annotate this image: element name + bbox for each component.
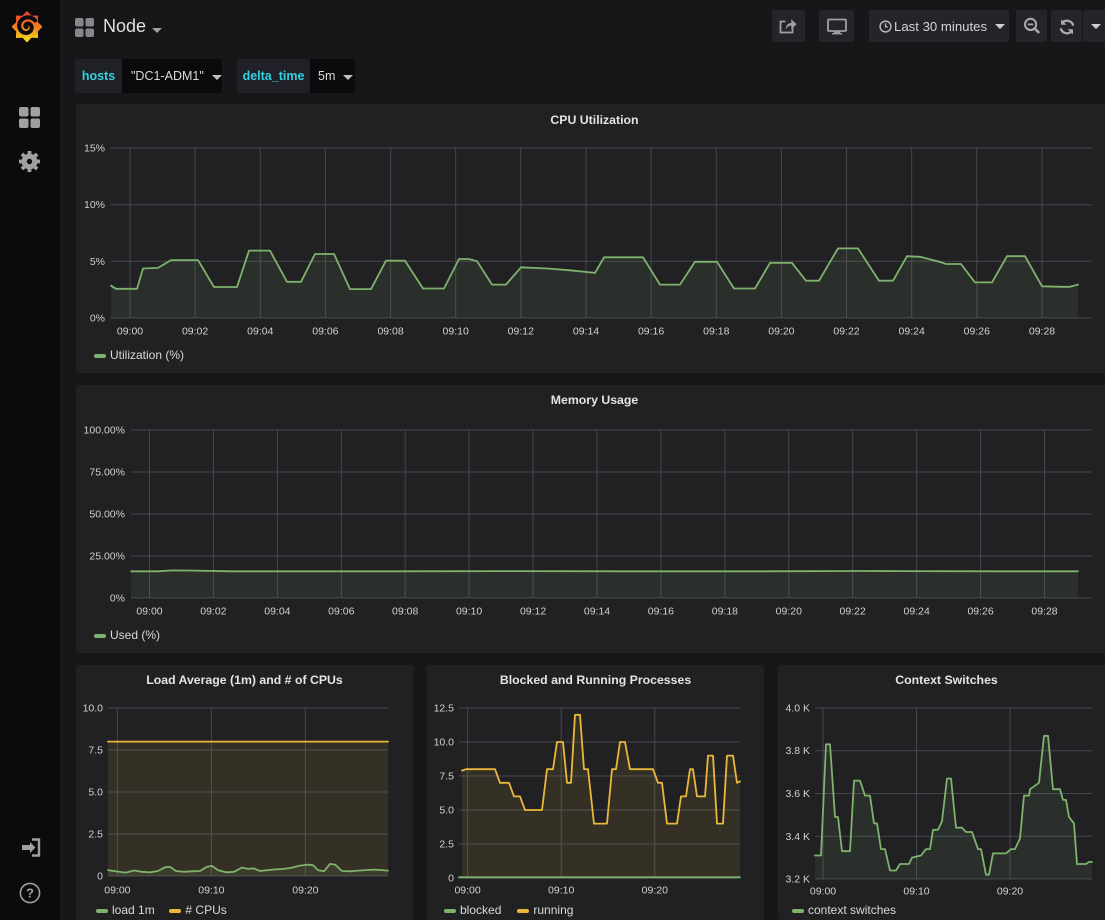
svg-text:09:20: 09:20 — [642, 885, 668, 897]
svg-text:09:22: 09:22 — [833, 326, 859, 338]
svg-text:25.00%: 25.00% — [89, 551, 125, 563]
svg-text:09:02: 09:02 — [200, 606, 226, 618]
svg-text:7.5: 7.5 — [88, 745, 103, 757]
svg-text:09:02: 09:02 — [182, 326, 208, 338]
svg-text:0%: 0% — [90, 313, 105, 325]
svg-text:09:26: 09:26 — [967, 606, 993, 618]
svg-text:5.0: 5.0 — [439, 805, 454, 817]
svg-text:09:20: 09:20 — [997, 886, 1023, 898]
svg-text:09:22: 09:22 — [840, 606, 866, 618]
svg-text:2.5: 2.5 — [439, 839, 454, 851]
svg-text:09:10: 09:10 — [443, 326, 469, 338]
svg-text:5%: 5% — [90, 256, 105, 268]
svg-text:09:12: 09:12 — [508, 326, 534, 338]
svg-text:4.0 K: 4.0 K — [785, 703, 810, 715]
svg-text:09:24: 09:24 — [899, 326, 925, 338]
svg-text:09:20: 09:20 — [776, 606, 802, 618]
svg-text:09:24: 09:24 — [904, 606, 930, 618]
svg-text:09:28: 09:28 — [1031, 606, 1057, 618]
svg-text:09:04: 09:04 — [264, 606, 290, 618]
svg-text:09:18: 09:18 — [703, 326, 729, 338]
svg-text:09:12: 09:12 — [520, 606, 546, 618]
svg-text:09:04: 09:04 — [247, 326, 273, 338]
svg-text:3.8 K: 3.8 K — [785, 745, 810, 757]
svg-text:09:18: 09:18 — [712, 606, 738, 618]
svg-text:10.0: 10.0 — [434, 737, 455, 749]
svg-text:3.4 K: 3.4 K — [785, 831, 810, 843]
svg-text:0%: 0% — [110, 593, 125, 605]
svg-text:100.00%: 100.00% — [84, 425, 125, 437]
svg-text:09:14: 09:14 — [584, 606, 610, 618]
svg-text:10%: 10% — [84, 199, 105, 211]
svg-text:09:00: 09:00 — [454, 885, 480, 897]
svg-text:09:10: 09:10 — [903, 886, 929, 898]
svg-text:5.0: 5.0 — [88, 787, 103, 799]
svg-text:09:10: 09:10 — [548, 885, 574, 897]
svg-text:09:08: 09:08 — [392, 606, 418, 618]
svg-text:2.5: 2.5 — [88, 829, 103, 841]
svg-text:09:16: 09:16 — [648, 606, 674, 618]
svg-text:09:00: 09:00 — [104, 885, 130, 897]
svg-text:15%: 15% — [84, 143, 105, 155]
svg-text:09:10: 09:10 — [456, 606, 482, 618]
svg-text:09:00: 09:00 — [136, 606, 162, 618]
svg-text:?: ? — [26, 886, 34, 901]
svg-text:09:16: 09:16 — [638, 326, 664, 338]
svg-text:09:00: 09:00 — [810, 886, 836, 898]
svg-text:09:08: 09:08 — [377, 326, 403, 338]
svg-text:09:00: 09:00 — [117, 326, 143, 338]
svg-text:09:20: 09:20 — [292, 885, 318, 897]
svg-text:0: 0 — [448, 873, 454, 885]
svg-text:09:26: 09:26 — [964, 326, 990, 338]
svg-text:3.6 K: 3.6 K — [785, 788, 810, 800]
svg-text:75.00%: 75.00% — [89, 467, 125, 479]
svg-text:09:28: 09:28 — [1029, 326, 1055, 338]
svg-text:09:20: 09:20 — [768, 326, 794, 338]
svg-text:09:06: 09:06 — [328, 606, 354, 618]
svg-text:50.00%: 50.00% — [89, 509, 125, 521]
svg-text:7.5: 7.5 — [439, 771, 454, 783]
svg-text:09:14: 09:14 — [573, 326, 599, 338]
svg-text:0: 0 — [97, 871, 103, 883]
svg-text:10.0: 10.0 — [83, 703, 104, 715]
svg-text:09:10: 09:10 — [198, 885, 224, 897]
svg-text:09:06: 09:06 — [312, 326, 338, 338]
svg-text:3.2 K: 3.2 K — [785, 874, 810, 886]
svg-text:12.5: 12.5 — [434, 703, 455, 715]
